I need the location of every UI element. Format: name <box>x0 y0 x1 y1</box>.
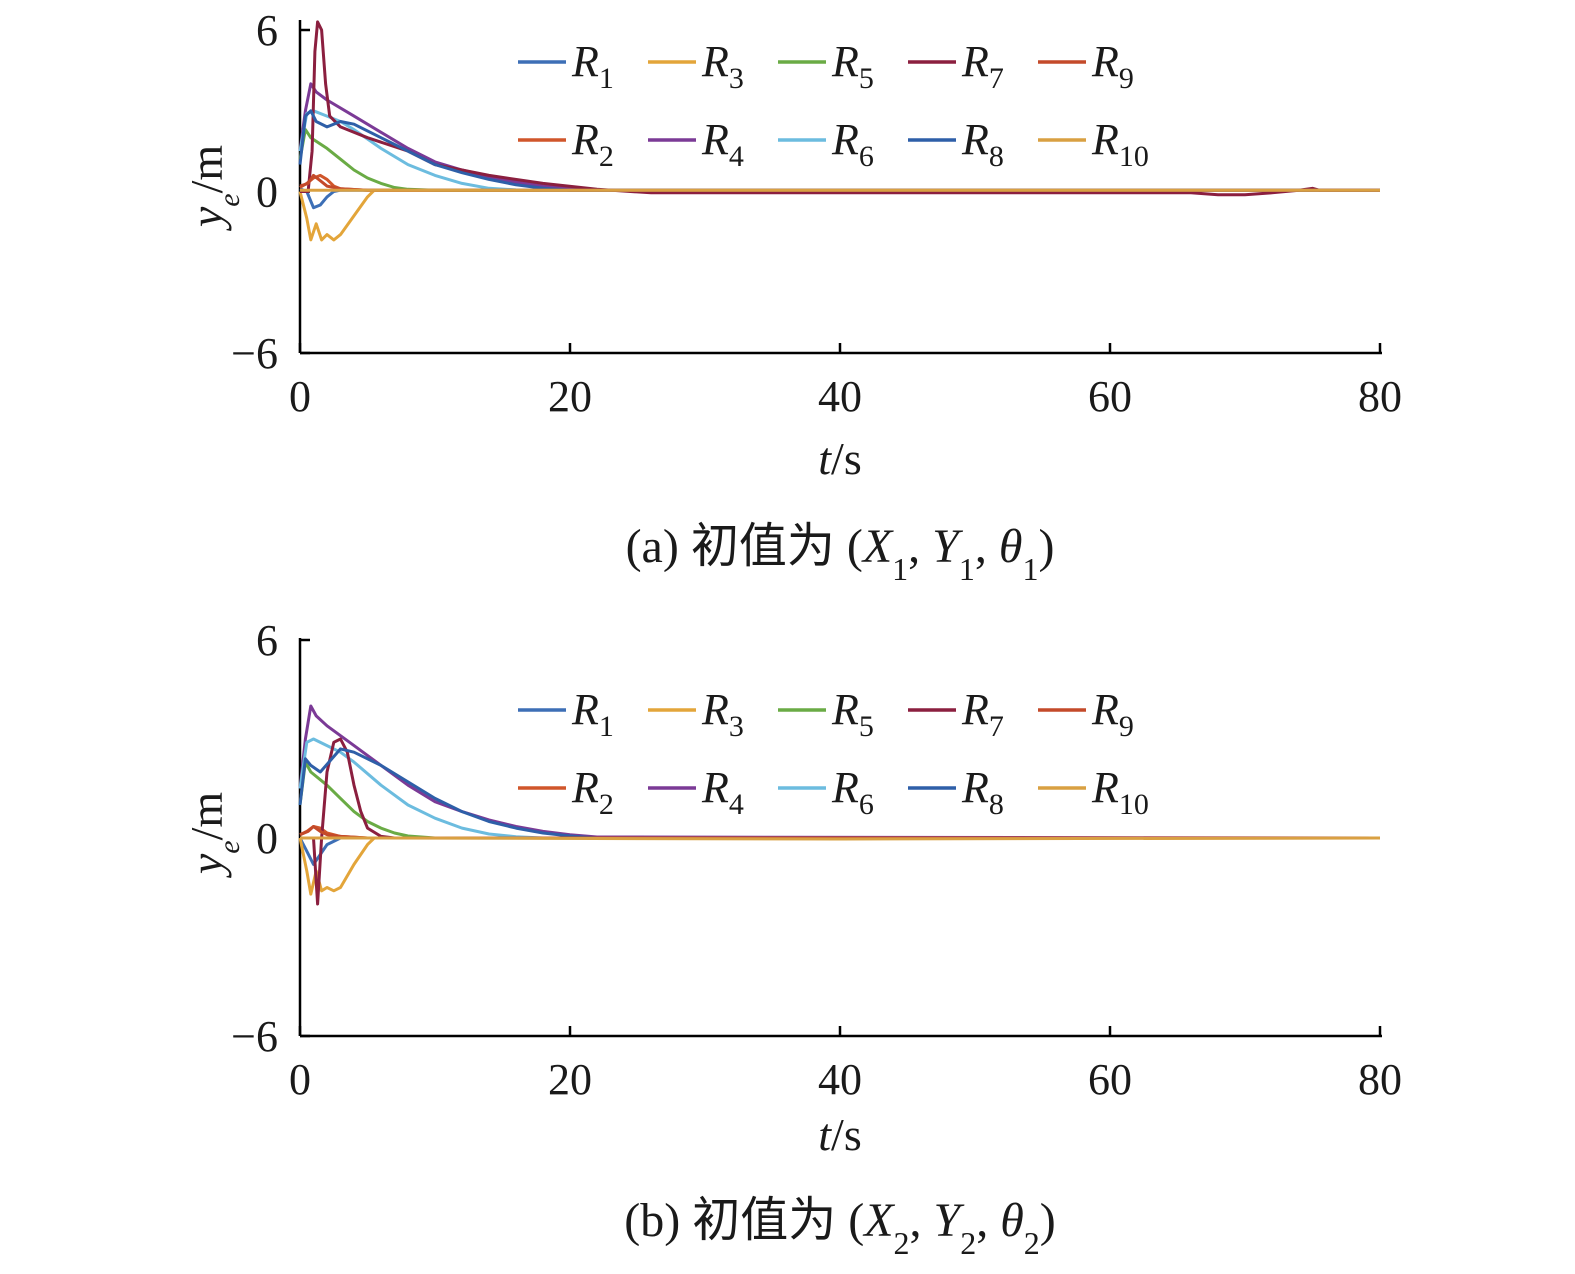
x-tick-label: 60 <box>1088 372 1132 421</box>
legend-label-r9: R9 <box>1091 685 1134 743</box>
y-tick-label: 6 <box>256 616 278 665</box>
legend-label-r8: R8 <box>961 115 1004 173</box>
series-lines-b <box>298 704 1381 906</box>
legend-b: R1 R2 R3 R4 R5 R6 R7 R8 R9 R10 <box>518 685 1149 821</box>
x-axis-label-a: t/s <box>818 433 861 484</box>
legend-label-r10: R10 <box>1091 115 1149 173</box>
legend-label-r5: R5 <box>831 37 874 95</box>
x-tick-label: 60 <box>1088 1055 1132 1104</box>
legend-label-r6: R6 <box>831 763 874 821</box>
legend-label-r1: R1 <box>571 37 614 95</box>
legend-label-r10: R10 <box>1091 763 1149 821</box>
series-lines-a <box>298 20 1380 242</box>
legend-label-r5: R5 <box>831 685 874 743</box>
series-line-r10 <box>300 836 1381 841</box>
x-axis-label-b: t/s <box>818 1109 861 1160</box>
legend-label-r4: R4 <box>701 115 744 173</box>
series-line-r7 <box>300 20 1380 197</box>
y-tick-label: −6 <box>231 1012 278 1061</box>
legend-label-r7: R7 <box>961 685 1004 743</box>
caption-b: (b) 初值为 (X2, Y2, θ2) <box>624 1194 1056 1261</box>
series-line-r6 <box>298 737 1380 840</box>
series-line-r7 <box>300 737 1380 906</box>
x-tick-label: 0 <box>289 1055 311 1104</box>
series-line-r8 <box>298 109 1380 192</box>
legend-label-r1: R1 <box>571 685 614 743</box>
series-line-r5 <box>298 760 1380 840</box>
series-line-r1 <box>298 836 1380 866</box>
x-tick-label: 80 <box>1358 1055 1402 1104</box>
y-tick-label: 0 <box>256 168 278 217</box>
x-tick-label: 80 <box>1358 372 1402 421</box>
legend-label-r8: R8 <box>961 763 1004 821</box>
y-axis-label-b: ye/m <box>181 792 246 879</box>
legend-label-r7: R7 <box>961 37 1004 95</box>
x-tick-label: 40 <box>818 1055 862 1104</box>
x-tick-label: 20 <box>548 1055 592 1104</box>
y-axis-label-a: ye/m <box>181 145 246 232</box>
legend-a: R1 R2 R3 R4 R5 R6 R7 R8 R9 R10 <box>518 37 1149 173</box>
series-line-r3 <box>298 836 1380 896</box>
x-tick-label: 20 <box>548 372 592 421</box>
legend-label-r9: R9 <box>1091 37 1134 95</box>
caption-a: (a) 初值为 (X1, Y1, θ1) <box>626 520 1055 587</box>
y-tick-label: −6 <box>231 329 278 378</box>
x-tick-label: 0 <box>289 372 311 421</box>
x-tick-label: 40 <box>818 372 862 421</box>
legend-label-r3: R3 <box>701 37 744 95</box>
legend-label-r2: R2 <box>571 763 614 821</box>
legend-label-r4: R4 <box>701 763 744 821</box>
legend-label-r3: R3 <box>701 685 744 743</box>
legend-label-r2: R2 <box>571 115 614 173</box>
y-tick-label: 6 <box>256 6 278 55</box>
legend-label-r6: R6 <box>831 115 874 173</box>
series-line-r8 <box>298 747 1380 840</box>
series-line-r3 <box>298 188 1380 242</box>
y-tick-label: 0 <box>256 814 278 863</box>
